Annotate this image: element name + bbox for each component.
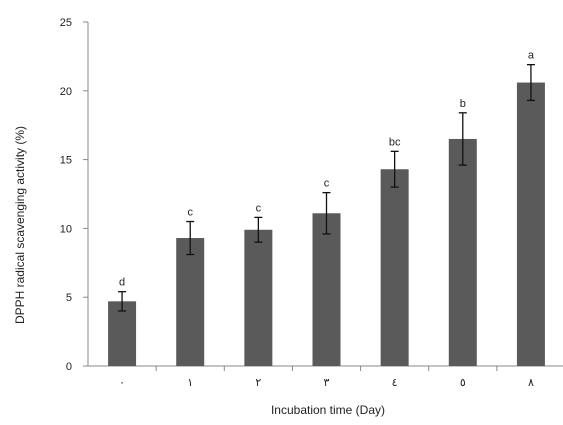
y-axis: 0 5 10 15 20 25 xyxy=(60,17,89,373)
x-tick-label: ٥ xyxy=(460,377,466,389)
bar xyxy=(176,238,205,366)
significance-letters: d c c c bc b a xyxy=(119,50,535,289)
error-bars xyxy=(118,64,535,312)
bar xyxy=(244,229,273,366)
y-tick-label: 5 xyxy=(66,292,72,304)
y-axis-title: DPPH radical scavenging activity (%) xyxy=(13,126,27,324)
significance-letter: bc xyxy=(389,136,401,148)
significance-letter: b xyxy=(460,98,466,110)
y-tick-label: 20 xyxy=(60,86,72,98)
bar xyxy=(448,138,477,366)
significance-letter: a xyxy=(528,50,535,62)
bar xyxy=(312,213,341,366)
y-tick-label: 15 xyxy=(60,155,72,167)
significance-letter: c xyxy=(256,202,262,214)
x-axis-title: Incubation time (Day) xyxy=(271,403,385,417)
bar xyxy=(380,169,409,366)
significance-letter: c xyxy=(324,178,330,190)
x-tick-label: ٣ xyxy=(324,377,330,389)
y-tick-label: 25 xyxy=(60,17,72,29)
x-axis: ٠ ١ ٢ ٣ ٤ ٥ ٨ xyxy=(88,365,563,389)
x-tick-label: ٤ xyxy=(392,377,398,389)
bars xyxy=(108,82,545,366)
significance-letter: c xyxy=(187,207,193,219)
y-tick-label: 0 xyxy=(66,361,72,373)
x-tick-label: ٢ xyxy=(255,377,261,389)
significance-letter: d xyxy=(119,277,125,289)
x-tick-label: ١ xyxy=(187,377,193,389)
bar xyxy=(516,82,545,366)
x-tick-label: ٠ xyxy=(119,377,125,389)
bar xyxy=(108,301,137,366)
x-tick-label: ٨ xyxy=(528,377,534,389)
y-tick-label: 10 xyxy=(60,223,72,235)
